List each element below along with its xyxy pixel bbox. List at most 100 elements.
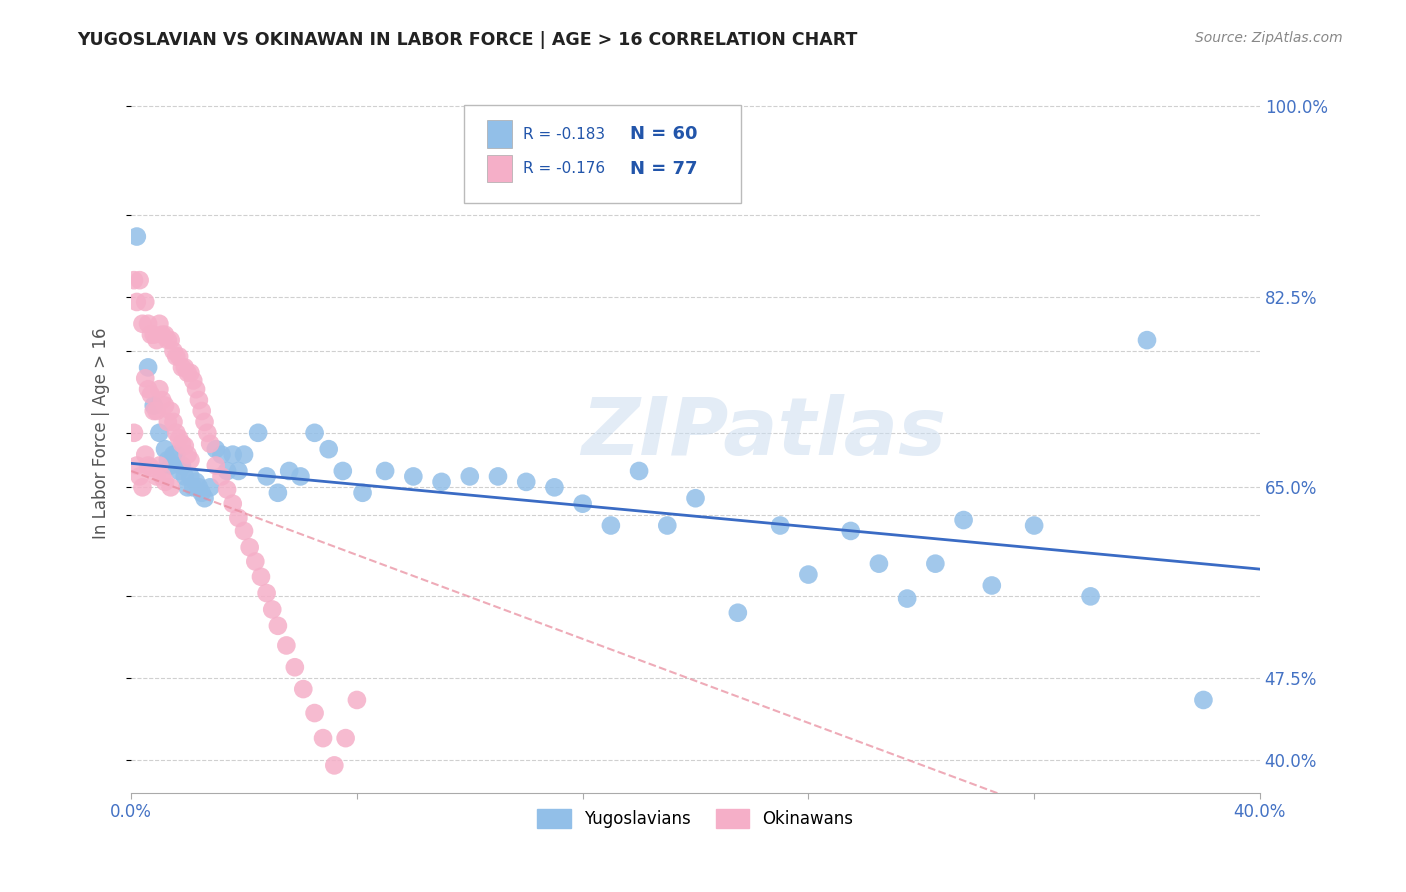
Point <box>278 464 301 478</box>
Point <box>290 469 312 483</box>
Point <box>179 453 201 467</box>
Point <box>571 497 593 511</box>
Point <box>211 448 233 462</box>
Point <box>142 404 165 418</box>
Point <box>122 273 145 287</box>
Point <box>173 439 195 453</box>
Point <box>153 327 176 342</box>
Point <box>179 469 201 483</box>
Text: N = 77: N = 77 <box>630 160 697 178</box>
Point <box>312 731 335 746</box>
Point <box>346 693 368 707</box>
Point <box>136 458 159 473</box>
Point <box>136 317 159 331</box>
Point <box>256 469 278 483</box>
Point <box>187 480 209 494</box>
Point <box>204 442 226 457</box>
Point <box>159 404 181 418</box>
Point <box>222 497 245 511</box>
Point <box>797 567 820 582</box>
Point <box>159 480 181 494</box>
Point <box>170 436 193 450</box>
Point <box>145 333 167 347</box>
Point <box>125 229 148 244</box>
Point <box>250 570 273 584</box>
Point <box>458 469 481 483</box>
Point <box>173 469 195 483</box>
Point <box>150 469 173 483</box>
Text: Source: ZipAtlas.com: Source: ZipAtlas.com <box>1195 31 1343 45</box>
Y-axis label: In Labor Force | Age > 16: In Labor Force | Age > 16 <box>93 327 110 539</box>
Point <box>374 464 396 478</box>
Point <box>193 415 215 429</box>
Point <box>148 382 170 396</box>
Point <box>165 448 187 462</box>
Point <box>131 480 153 494</box>
Point <box>402 469 425 483</box>
Point <box>217 483 239 497</box>
Point <box>262 602 284 616</box>
Point <box>228 511 250 525</box>
Point <box>150 393 173 408</box>
Point <box>125 295 148 310</box>
Point <box>952 513 974 527</box>
Point <box>543 480 565 494</box>
Point <box>228 464 250 478</box>
Point <box>134 448 156 462</box>
Point <box>148 425 170 440</box>
Point <box>211 469 233 483</box>
Point <box>167 464 190 478</box>
Text: YUGOSLAVIAN VS OKINAWAN IN LABOR FORCE | AGE > 16 CORRELATION CHART: YUGOSLAVIAN VS OKINAWAN IN LABOR FORCE |… <box>77 31 858 49</box>
Point <box>335 731 357 746</box>
Point <box>176 480 198 494</box>
Point <box>685 491 707 506</box>
Point <box>1080 590 1102 604</box>
Point <box>924 557 946 571</box>
Point <box>167 350 190 364</box>
Point <box>159 333 181 347</box>
Legend: Yugoslavians, Okinawans: Yugoslavians, Okinawans <box>531 802 860 835</box>
Point <box>267 485 290 500</box>
Point <box>190 404 212 418</box>
Point <box>195 425 218 440</box>
Point <box>430 475 453 489</box>
Point <box>769 518 792 533</box>
Point <box>868 557 890 571</box>
Point <box>187 393 209 408</box>
Point <box>515 475 537 489</box>
Point <box>980 578 1002 592</box>
Point <box>198 436 221 450</box>
Point <box>896 591 918 606</box>
Point <box>233 448 256 462</box>
Point <box>153 399 176 413</box>
Point <box>323 758 346 772</box>
Point <box>142 399 165 413</box>
Point <box>184 475 207 489</box>
Point <box>170 458 193 473</box>
Point <box>162 448 184 462</box>
Text: N = 60: N = 60 <box>630 125 697 143</box>
Point <box>142 327 165 342</box>
Point <box>181 374 204 388</box>
FancyBboxPatch shape <box>486 120 512 148</box>
Point <box>193 491 215 506</box>
Point <box>156 453 179 467</box>
Point <box>318 442 340 457</box>
Point <box>139 327 162 342</box>
Point <box>256 586 278 600</box>
Text: R = -0.176: R = -0.176 <box>523 161 605 177</box>
Point <box>145 469 167 483</box>
Point <box>190 485 212 500</box>
Point <box>128 469 150 483</box>
Point <box>204 458 226 473</box>
Point <box>122 425 145 440</box>
FancyBboxPatch shape <box>464 105 741 202</box>
Point <box>134 295 156 310</box>
Point <box>148 317 170 331</box>
Point <box>247 425 270 440</box>
Point <box>267 619 290 633</box>
Point <box>156 333 179 347</box>
Point <box>148 458 170 473</box>
Point <box>165 425 187 440</box>
Point <box>173 360 195 375</box>
